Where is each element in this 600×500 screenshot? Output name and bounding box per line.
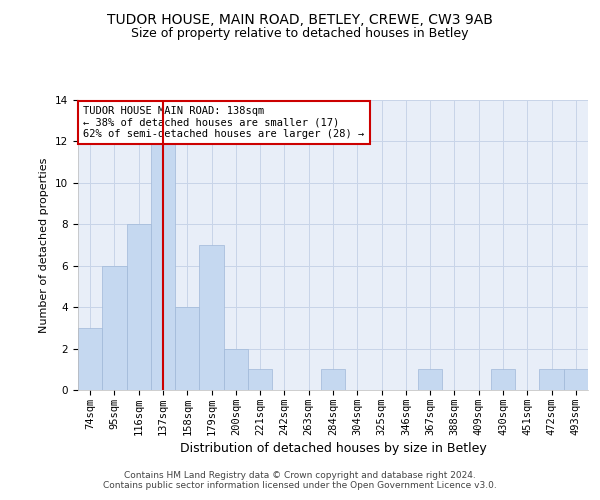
Bar — [321, 370, 345, 390]
Text: Size of property relative to detached houses in Betley: Size of property relative to detached ho… — [131, 28, 469, 40]
Text: Contains HM Land Registry data © Crown copyright and database right 2024.
Contai: Contains HM Land Registry data © Crown c… — [103, 470, 497, 490]
Bar — [127, 224, 151, 390]
X-axis label: Distribution of detached houses by size in Betley: Distribution of detached houses by size … — [179, 442, 487, 455]
Bar — [175, 307, 199, 390]
Bar — [224, 348, 248, 390]
Bar — [418, 370, 442, 390]
Bar — [199, 245, 224, 390]
Bar — [78, 328, 102, 390]
Bar — [539, 370, 564, 390]
Text: TUDOR HOUSE MAIN ROAD: 138sqm
← 38% of detached houses are smaller (17)
62% of s: TUDOR HOUSE MAIN ROAD: 138sqm ← 38% of d… — [83, 106, 364, 139]
Bar — [248, 370, 272, 390]
Bar — [102, 266, 127, 390]
Bar — [151, 142, 175, 390]
Bar — [564, 370, 588, 390]
Bar — [491, 370, 515, 390]
Text: TUDOR HOUSE, MAIN ROAD, BETLEY, CREWE, CW3 9AB: TUDOR HOUSE, MAIN ROAD, BETLEY, CREWE, C… — [107, 12, 493, 26]
Y-axis label: Number of detached properties: Number of detached properties — [40, 158, 49, 332]
